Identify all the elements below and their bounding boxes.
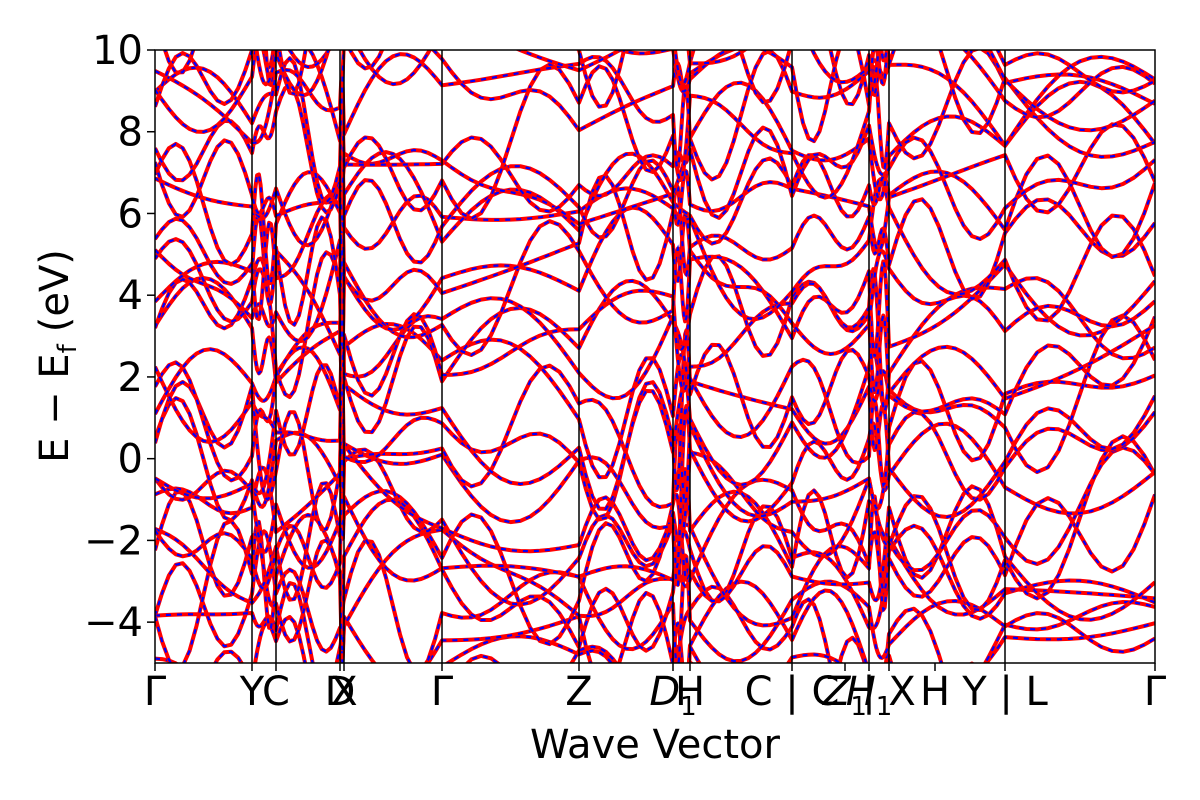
band-line-blue-dashed [155,490,1155,651]
band-lines [155,50,1155,663]
y-tick-label: −4 [84,600,143,646]
band-line-red [213,584,1155,663]
kpoint-label: Γ [144,669,167,715]
y-tick-label: 8 [118,110,143,156]
band-line-blue-dashed [155,50,1155,220]
y-axis-title-main: E − E [32,353,78,463]
svg-text:E − Ef(eV): E − Ef (eV) [32,249,83,463]
band-line-red [155,171,1155,323]
y-tick-label: 0 [118,437,143,483]
band-line-blue-dashed [155,498,1155,663]
band-line-red [155,50,1155,159]
band-line-blue-dashed [155,123,1155,264]
band-line-red [155,278,1155,449]
band-line-blue-dashed [155,83,1155,241]
band-line-blue-dashed [155,435,1155,612]
band-line-red [155,50,1155,144]
y-axis-title-unit: (eV) [32,249,78,332]
band-line-blue-dashed [155,247,1155,416]
band-line-blue-dashed [155,396,1155,569]
x-axis-title: Wave Vector [530,722,781,768]
band-line-blue-dashed [163,50,1155,119]
kpoint-label: H [920,669,950,715]
kpoint-label: H1 [846,669,893,722]
kpoint-label: Y | L [961,669,1048,715]
kpoint-label: Z1 [822,669,867,722]
kpoint-label: X [330,669,357,715]
band-line-red [155,529,1155,663]
kpoint-label: D1 [649,669,696,722]
band-line-red [155,219,1155,359]
kpoint-label: C [262,669,290,715]
y-axis-ticks: −4 −2 0 2 4 6 8 10 [84,28,155,646]
band-line-blue-dashed [155,80,1155,226]
high-symmetry-lines [251,50,1006,663]
band-line-blue-dashed [155,206,1155,356]
y-tick-label: 10 [92,28,143,74]
plot-frame [154,49,1156,664]
band-line-blue-dashed [155,142,1155,285]
y-axis-title: E − Ef (eV) [32,249,83,463]
band-line-blue-dashed [155,174,1155,348]
band-line-blue-dashed [155,255,1155,400]
kpoint-label: Y [239,669,265,715]
y-tick-label: 4 [118,273,143,319]
kpoint-label: Z [565,669,592,715]
y-tick-label: −2 [84,518,143,564]
band-line-blue-dashed [155,441,1155,572]
y-tick-label: 6 [118,191,143,237]
band-line-blue-dashed [255,50,1155,97]
kpoint-label: C | C [745,669,840,715]
kpoint-label: Γ [431,669,454,715]
band-line-blue-dashed [155,539,1155,663]
y-axis-title-sub: f [53,343,83,353]
band-line-blue-dashed [155,340,1155,511]
kpoint-label: | X [862,669,916,715]
kpoint-label: H [675,669,705,715]
y-tick-label: 2 [118,355,143,401]
kpoint-label: Γ [1144,669,1167,715]
band-line-blue-dashed [155,478,1155,598]
kpoint-label: D [325,669,356,715]
